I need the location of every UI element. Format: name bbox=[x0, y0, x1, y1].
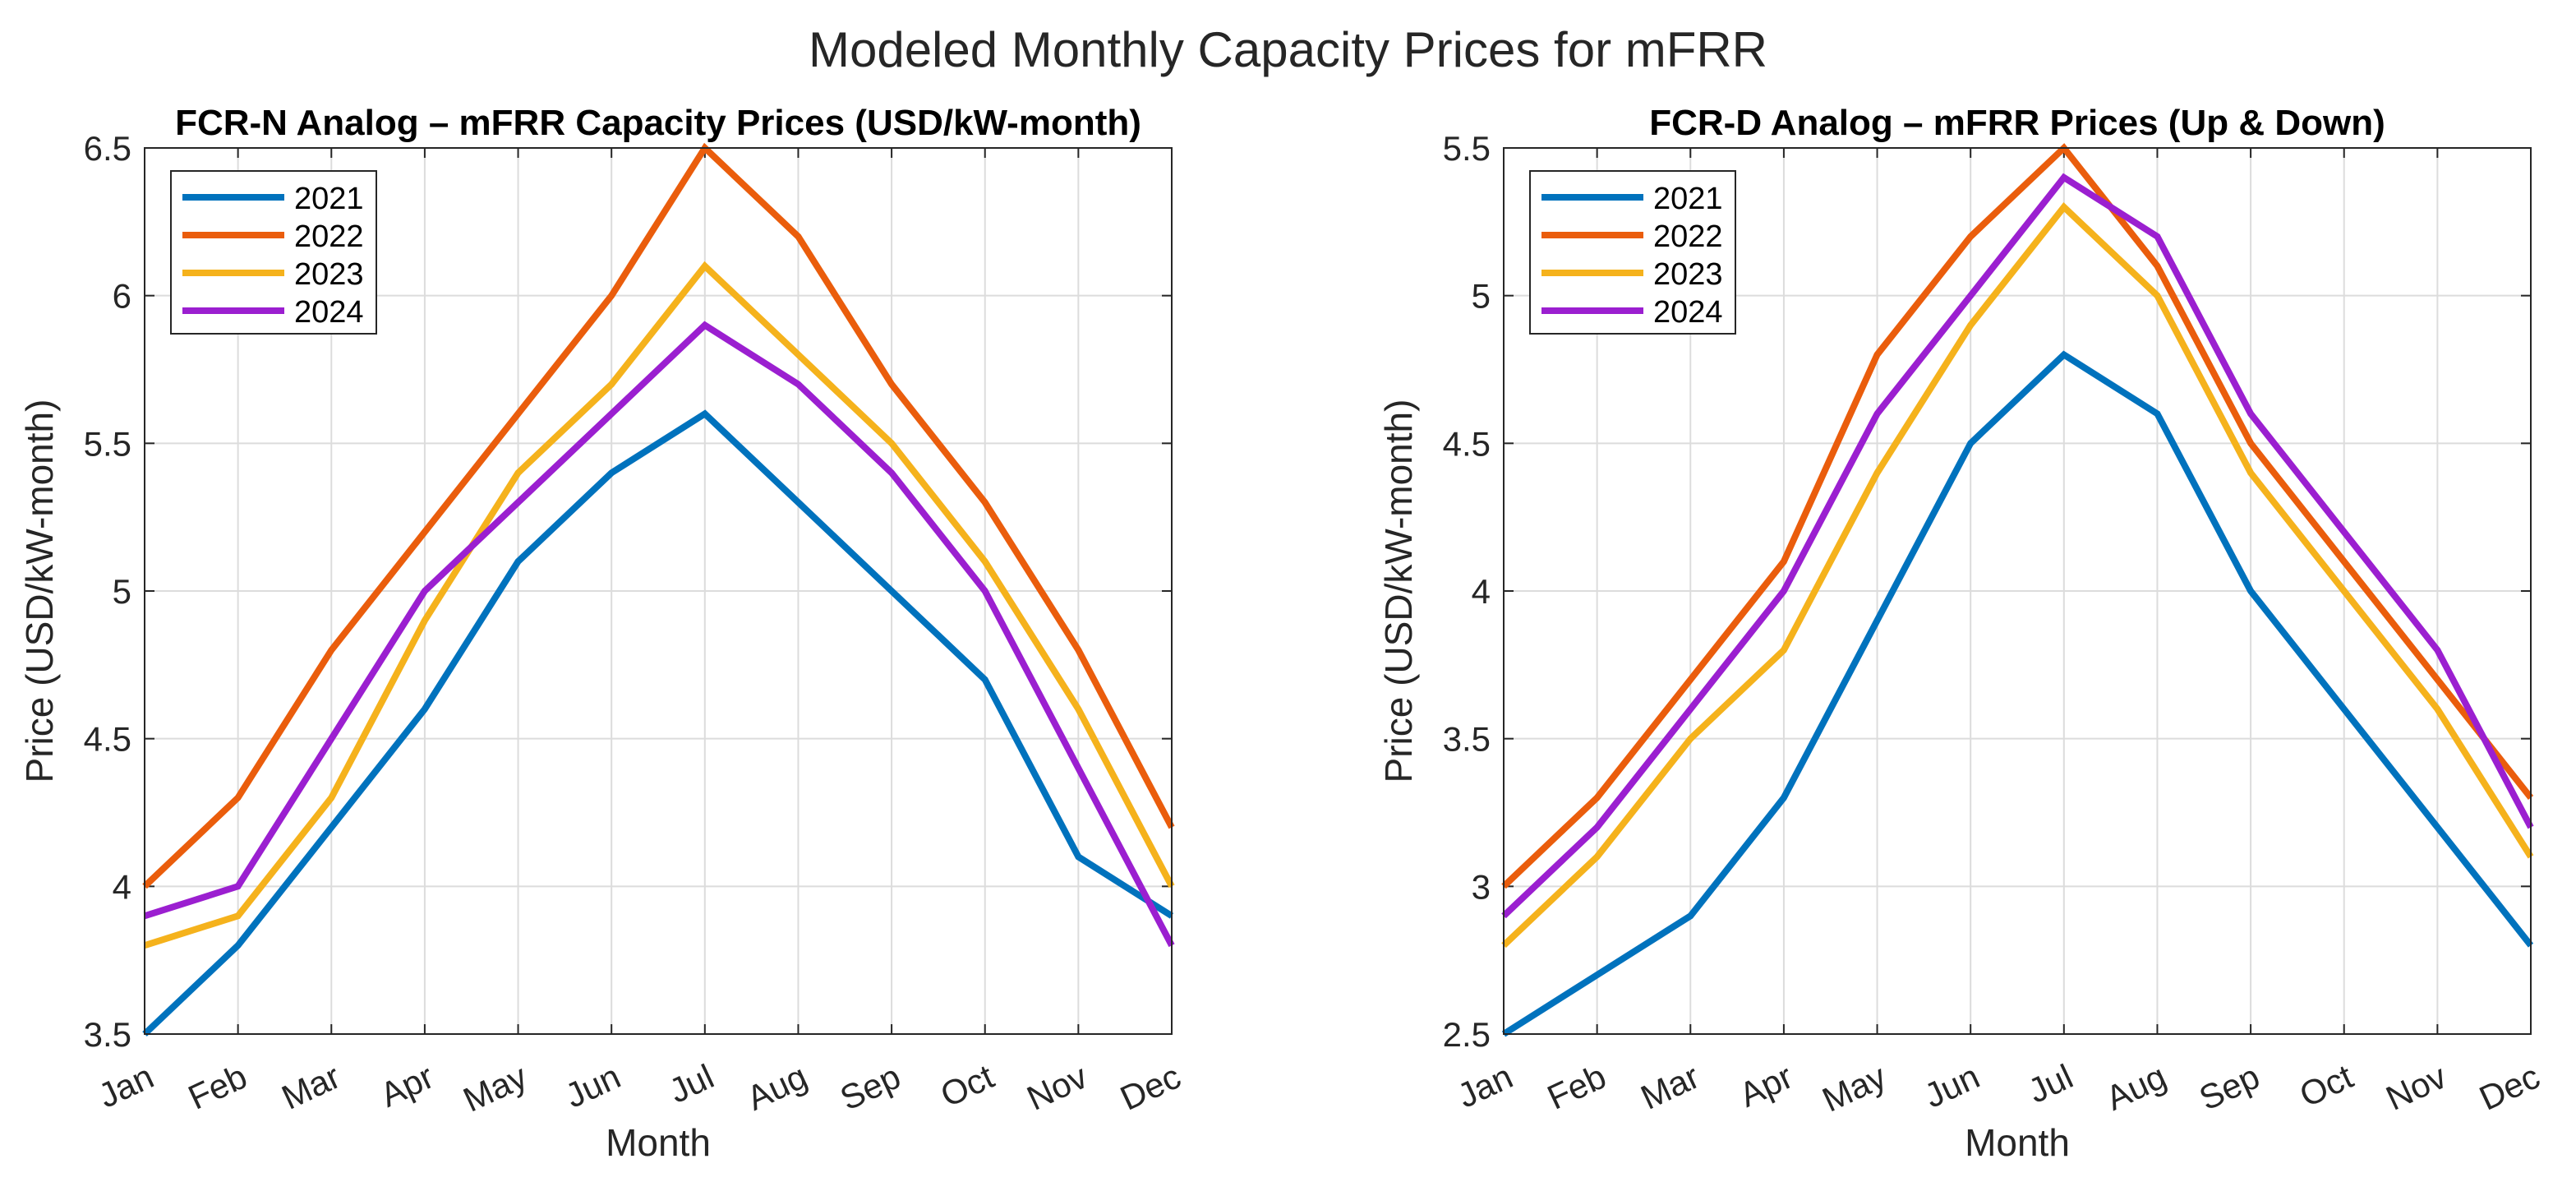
legend-label-2023: 2023 bbox=[294, 257, 364, 292]
x-tick-label: Sep bbox=[834, 1057, 906, 1118]
x-tick-label: Mar bbox=[1635, 1057, 1705, 1117]
y-tick-label: 3.5 bbox=[84, 1015, 131, 1054]
x-tick-label: Apr bbox=[375, 1057, 440, 1115]
x-tick-label: Nov bbox=[2380, 1057, 2453, 1118]
figure-title: Modeled Monthly Capacity Prices for mFRR bbox=[808, 22, 1768, 77]
x-axis-label: Month bbox=[606, 1121, 711, 1164]
y-tick-label: 5.5 bbox=[84, 424, 131, 463]
x-tick-label: Feb bbox=[182, 1057, 252, 1117]
legend-label-2021: 2021 bbox=[1653, 182, 1723, 216]
legend-label-2023: 2023 bbox=[1653, 257, 1723, 292]
x-tick-label: Jan bbox=[1452, 1057, 1518, 1115]
y-tick-label: 4.5 bbox=[1443, 424, 1491, 463]
x-tick-label: Dec bbox=[1114, 1057, 1187, 1118]
series-line-2021 bbox=[1501, 350, 2534, 1037]
x-tick-label: Jul bbox=[663, 1057, 720, 1110]
x-tick-label: Jun bbox=[560, 1057, 626, 1115]
legend-label-2024: 2024 bbox=[294, 295, 364, 330]
axes-box bbox=[144, 147, 1173, 1035]
x-tick-label: Oct bbox=[2293, 1056, 2358, 1114]
legend-label-2022: 2022 bbox=[1653, 219, 1723, 254]
chart-title: FCR-N Analog – mFRR Capacity Prices (USD… bbox=[175, 103, 1141, 143]
x-tick-label: Jun bbox=[1919, 1057, 1985, 1115]
series-line-2023 bbox=[143, 261, 1175, 949]
series-line-2022 bbox=[142, 142, 1175, 889]
legend-label-2024: 2024 bbox=[1653, 295, 1723, 330]
x-tick-label: May bbox=[458, 1057, 533, 1120]
series-line-2024 bbox=[1501, 173, 2534, 919]
x-axis-label: Month bbox=[1965, 1121, 2070, 1164]
series-line-2023 bbox=[1501, 201, 2534, 949]
x-tick-label: Aug bbox=[741, 1057, 813, 1118]
x-tick-label: Feb bbox=[1541, 1057, 1611, 1117]
x-tick-label: Jul bbox=[2022, 1057, 2079, 1110]
x-tick-label: Oct bbox=[934, 1056, 999, 1114]
y-tick-label: 5 bbox=[113, 572, 131, 611]
y-tick-label: 6 bbox=[113, 277, 131, 316]
chart-panel-1: 3.5 4 4.5 5 5.5 6 6.5 Jan Feb Mar Apr May Jun Jul Aug S… bbox=[18, 103, 1187, 1164]
x-tick-label: May bbox=[1817, 1057, 1892, 1120]
series-line-2022 bbox=[1501, 143, 2534, 889]
y-tick-label: 5 bbox=[1472, 277, 1491, 316]
axes-box bbox=[1503, 147, 2532, 1035]
x-tick-label: Mar bbox=[276, 1057, 346, 1117]
y-tick-label: 3.5 bbox=[1443, 720, 1491, 759]
x-tick-label: Dec bbox=[2473, 1057, 2546, 1118]
x-tick-label: Apr bbox=[1734, 1057, 1799, 1115]
x-tick-label: Nov bbox=[1021, 1057, 1094, 1118]
series-line-2021 bbox=[142, 409, 1174, 1037]
series-line-2024 bbox=[143, 321, 1175, 948]
y-axis-label: Price (USD/kW-month) bbox=[1377, 399, 1420, 783]
y-tick-label: 6.5 bbox=[84, 129, 131, 168]
chart-panel-2: 2.5 3 3.5 4 4.5 5 5.5 Jan Feb Mar Apr May Jun Jul Aug S… bbox=[1377, 103, 2546, 1164]
legend-label-2022: 2022 bbox=[294, 219, 364, 254]
chart-title: FCR-D Analog – mFRR Prices (Up & Down) bbox=[1649, 103, 2385, 143]
y-tick-label: 4 bbox=[113, 867, 131, 906]
x-tick-label: Aug bbox=[2100, 1057, 2173, 1118]
y-tick-label: 4.5 bbox=[84, 720, 131, 759]
x-tick-label: Sep bbox=[2193, 1057, 2265, 1118]
x-tick-label: Jan bbox=[93, 1057, 159, 1115]
legend-label-2021: 2021 bbox=[294, 182, 364, 216]
y-tick-label: 5.5 bbox=[1443, 129, 1491, 168]
y-axis-label: Price (USD/kW-month) bbox=[18, 399, 61, 783]
y-tick-label: 3 bbox=[1472, 867, 1491, 906]
y-tick-label: 2.5 bbox=[1443, 1015, 1491, 1054]
y-tick-label: 4 bbox=[1472, 572, 1491, 611]
